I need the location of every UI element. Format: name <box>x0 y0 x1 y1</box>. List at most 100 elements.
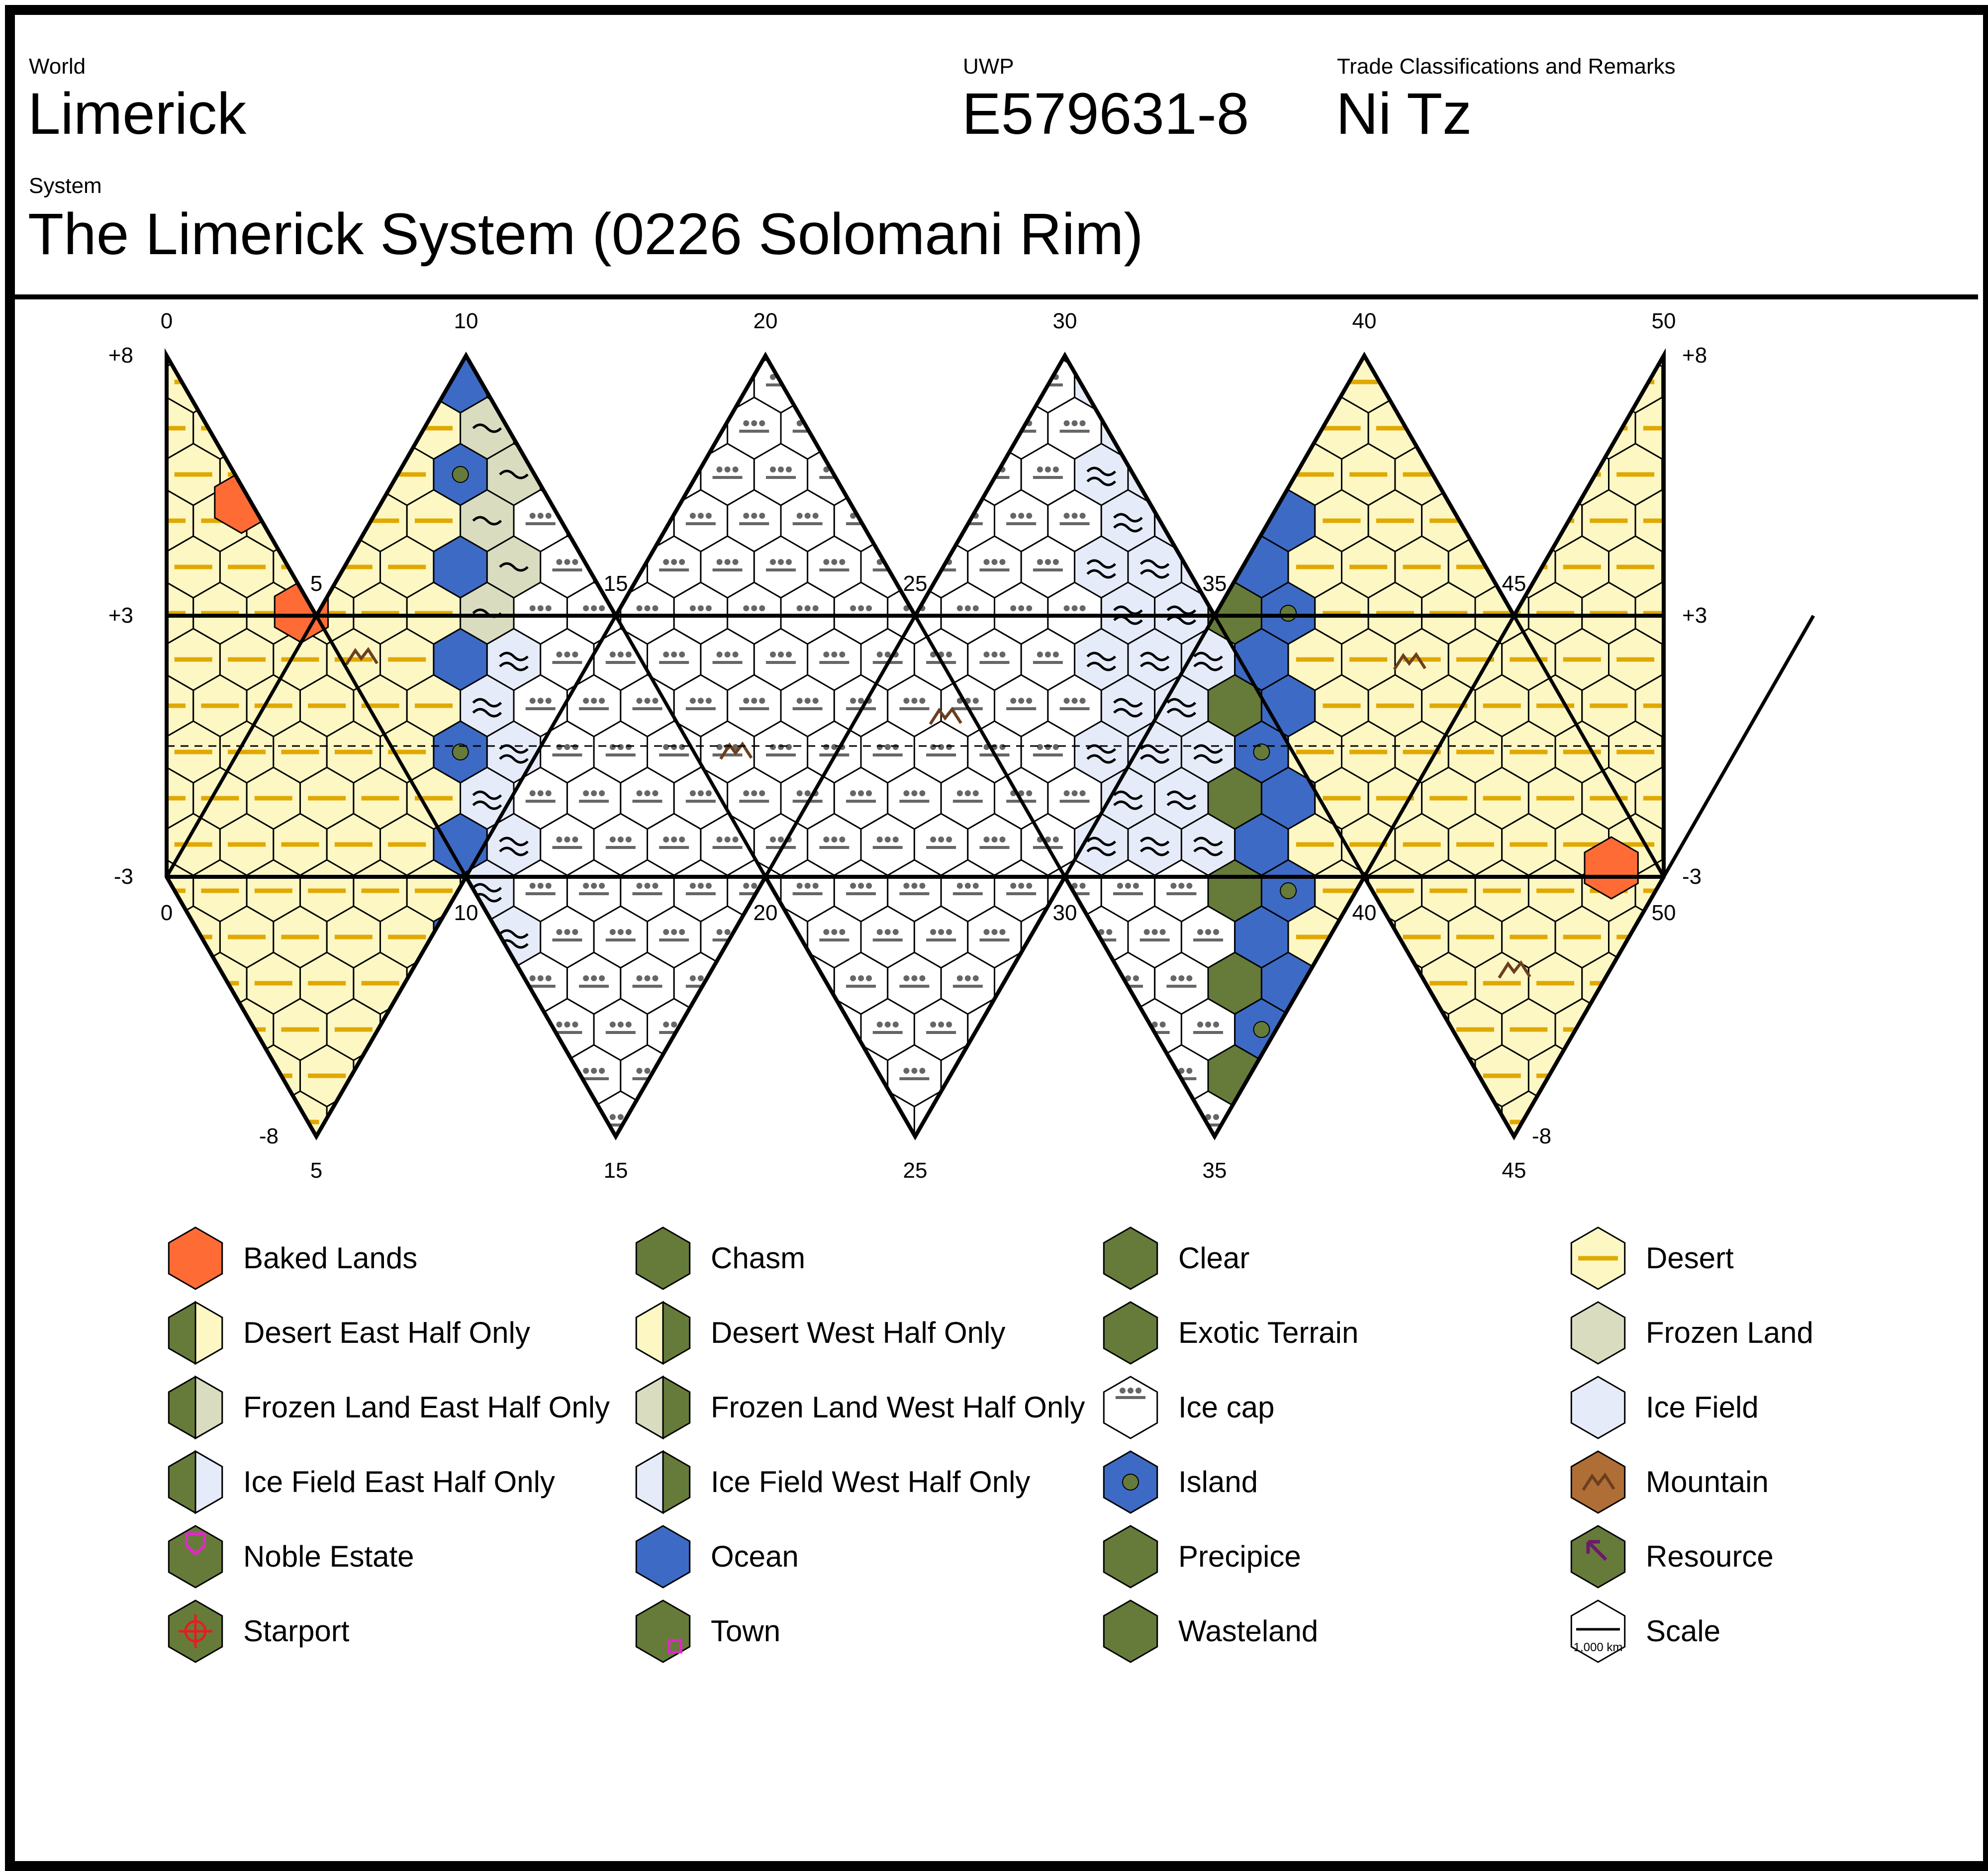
hex-desert <box>299 489 355 553</box>
hex-desert <box>1287 998 1342 1061</box>
legend-label: Scale <box>1646 1614 1720 1648</box>
bottom-tick-label: 15 <box>604 1158 628 1183</box>
hex-desert <box>1527 396 1583 460</box>
hex-desert <box>1661 628 1664 691</box>
right-latitude-label: +3 <box>1682 603 1707 628</box>
hex-icecap <box>940 356 995 368</box>
right-latitude-label: -8 <box>1532 1124 1551 1148</box>
hex-icecap <box>994 356 1049 368</box>
hex-icecap <box>566 396 622 460</box>
hex-desert <box>87 490 140 552</box>
hex-icecap <box>913 443 969 506</box>
hex-desert <box>379 356 435 414</box>
desert-icon <box>1570 1226 1626 1290</box>
lower-band-tick-label: 40 <box>1352 901 1377 925</box>
system-name: The Limerick System (0226 Solomani Rim) <box>28 201 1143 267</box>
hex-desert <box>1421 396 1476 460</box>
resource-icon <box>1570 1525 1626 1589</box>
lower-band-tick-label: 50 <box>1652 901 1676 925</box>
precipice-icon <box>1103 1525 1158 1589</box>
hex-icecap <box>540 356 595 414</box>
hex-desert <box>1314 951 1369 1015</box>
system-label: System <box>29 174 102 198</box>
hex-desert <box>353 396 408 460</box>
hex-desert <box>273 443 328 506</box>
frozen-land-east-half-icon <box>168 1375 223 1440</box>
legend-label: Frozen Land <box>1646 1316 1813 1349</box>
legend-label: Precipice <box>1178 1540 1301 1573</box>
top-tick-label: 30 <box>1053 309 1077 333</box>
uwp-value: E579631-8 <box>962 81 1249 147</box>
hex-desert <box>167 998 168 1061</box>
hex-desert <box>1367 1044 1423 1108</box>
hex-desert <box>1608 998 1663 1061</box>
right-latitude-label: -3 <box>1682 864 1702 889</box>
hex-icecap <box>860 443 915 506</box>
bottom-tick-label: 35 <box>1203 1158 1227 1183</box>
hex-desert <box>406 356 462 368</box>
top-tick-label: 40 <box>1352 309 1377 333</box>
lower-band-tick-label: 10 <box>454 901 478 925</box>
hex-icecap <box>620 356 675 368</box>
top-tick-label: 50 <box>1652 309 1676 333</box>
hex-desert <box>1661 1090 1664 1136</box>
ocean-icon <box>635 1525 691 1589</box>
hex-desert <box>1689 490 1742 552</box>
hex-desert <box>167 720 168 784</box>
hex-clear <box>1207 489 1262 553</box>
chasm-icon <box>635 1226 691 1290</box>
hex-icefield <box>1154 356 1209 368</box>
exotic-terrain-icon <box>1103 1301 1158 1365</box>
hex-icecap <box>593 443 648 506</box>
hex-desert <box>246 356 301 368</box>
hex-icefield <box>460 1044 515 1108</box>
ice-field-west-half-icon <box>635 1450 691 1514</box>
hex-baked-lands <box>1202 470 1257 534</box>
hex-grid <box>87 356 1742 1136</box>
hex-ocean <box>1234 443 1289 506</box>
hex-desert <box>1554 356 1609 414</box>
hex-icecap <box>700 998 755 1061</box>
hex-icecap <box>860 356 915 414</box>
hex-ocean <box>1260 396 1316 460</box>
hex-icecap <box>1074 1090 1129 1136</box>
hex-desert <box>192 356 248 368</box>
hex-desert <box>1287 1090 1342 1136</box>
frozen-land-icon <box>1570 1301 1626 1365</box>
hex-desert <box>192 1044 248 1108</box>
hex-icecap <box>833 356 889 368</box>
hex-desert <box>167 998 221 1061</box>
hex-icecap <box>513 1044 568 1108</box>
hex-icecap <box>807 1090 862 1136</box>
hex-icecap <box>780 1044 835 1108</box>
hex-desert <box>299 356 355 368</box>
hex-icecap <box>540 1090 595 1136</box>
legend-label: Island <box>1178 1465 1258 1498</box>
desert-east-half-icon <box>168 1301 223 1365</box>
hex-icefield <box>486 998 542 1061</box>
hex-desert <box>326 356 381 414</box>
hex-icecap <box>994 1044 1049 1108</box>
hex-desert <box>1287 356 1342 414</box>
hex-desert <box>167 535 168 599</box>
legend-label: Ice Field West Half Only <box>711 1465 1030 1498</box>
hex-clear <box>1207 396 1262 460</box>
hex-icefield <box>1100 356 1156 368</box>
scale-icon <box>1570 1599 1626 1663</box>
hex-desert <box>1501 356 1556 414</box>
hex-icecap <box>620 396 675 460</box>
hex-desert <box>1341 998 1396 1061</box>
hex-icecap <box>566 356 622 368</box>
hex-desert <box>87 675 140 737</box>
left-latitude-label: +8 <box>108 343 133 368</box>
hex-desert <box>1394 1090 1449 1136</box>
hex-icecap <box>593 356 648 414</box>
hex-desert <box>1689 1045 1742 1107</box>
hex-icecap <box>647 1090 702 1136</box>
world-label: World <box>29 54 86 79</box>
hex-desert <box>1661 720 1664 784</box>
hex-icecap <box>967 1090 1022 1136</box>
hex-icefield <box>1154 396 1209 460</box>
hex-desert <box>1554 1090 1609 1136</box>
